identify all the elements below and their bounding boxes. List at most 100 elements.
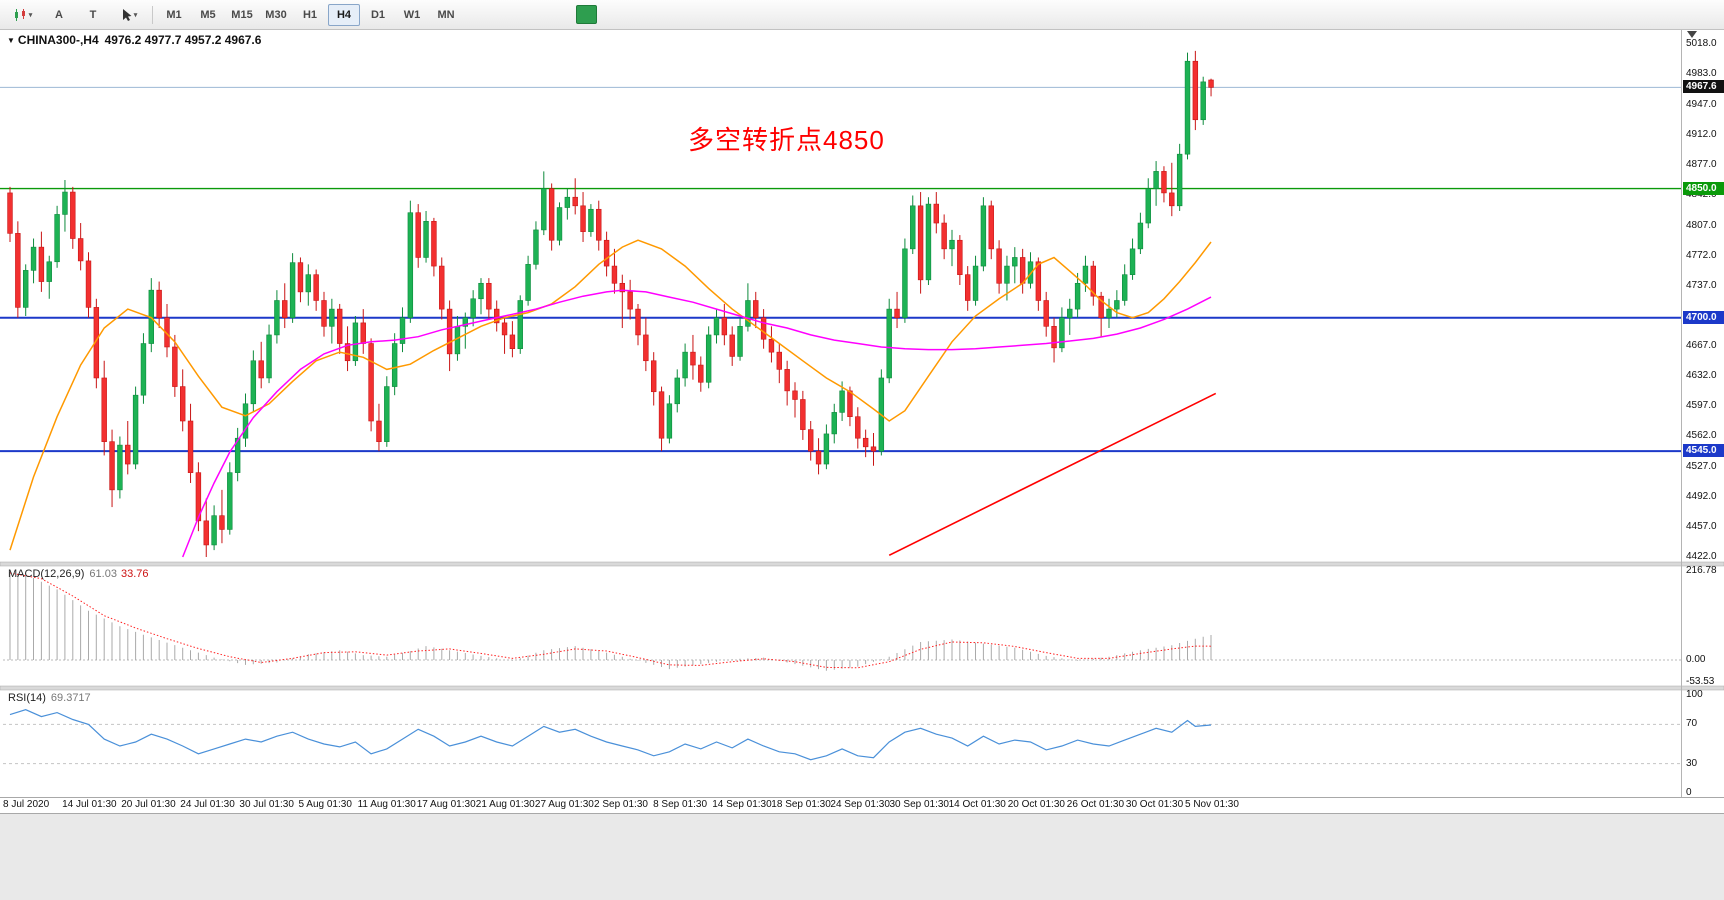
timeframe-toolbar: M1 M5 M15 M30 H1 H4 D1 W1 MN xyxy=(157,3,463,26)
trend-line[interactable] xyxy=(888,392,1217,556)
cursor-tool-button[interactable]: ▾ xyxy=(111,4,147,26)
candle xyxy=(1153,161,1159,206)
candle xyxy=(93,298,100,389)
candle xyxy=(902,238,908,323)
candle xyxy=(391,333,398,396)
candle xyxy=(1122,264,1128,306)
ma-fast-line xyxy=(9,239,1212,551)
candle xyxy=(250,350,257,413)
candle xyxy=(227,462,233,535)
candle xyxy=(203,498,209,557)
candle xyxy=(1012,247,1018,284)
chart-annotation-text[interactable]: 多空转折点4850 xyxy=(688,125,885,155)
candle xyxy=(886,298,892,384)
timeframe-button-m15[interactable]: M15 xyxy=(231,8,253,21)
timeframe-button-m1[interactable]: M1 xyxy=(166,8,182,21)
candle xyxy=(776,343,783,384)
candle xyxy=(870,433,877,466)
candle xyxy=(541,171,547,236)
candle xyxy=(234,427,241,482)
chart-type-menu-button[interactable]: ▾ xyxy=(5,4,41,26)
timeframe-button-h1[interactable]: H1 xyxy=(302,8,318,21)
candle xyxy=(274,290,280,344)
window-lower-area xyxy=(0,814,1724,900)
candle xyxy=(446,300,453,372)
candle xyxy=(431,217,437,277)
candle xyxy=(800,390,806,440)
candle xyxy=(352,315,359,366)
panel-divider[interactable] xyxy=(0,685,1724,691)
candle xyxy=(933,192,940,234)
candle xyxy=(462,312,468,349)
candle xyxy=(682,343,688,387)
candle xyxy=(1059,307,1065,353)
candle xyxy=(242,393,249,447)
candle xyxy=(862,429,869,458)
candle xyxy=(1176,143,1183,211)
candle xyxy=(1169,162,1175,217)
candle xyxy=(336,303,343,354)
label-tool-button[interactable]: T xyxy=(89,8,97,21)
candle xyxy=(831,403,837,444)
candle xyxy=(486,278,492,320)
candle xyxy=(125,421,131,475)
candle xyxy=(1161,166,1167,203)
candle xyxy=(603,231,610,277)
candle xyxy=(1067,298,1073,335)
candle xyxy=(1129,238,1136,280)
candle xyxy=(729,326,735,366)
candle xyxy=(1051,317,1057,363)
candle xyxy=(62,179,68,232)
candle xyxy=(85,252,92,318)
ma-slow-line xyxy=(182,289,1212,558)
candle xyxy=(15,221,21,318)
chart-shift-marker[interactable] xyxy=(1687,31,1697,38)
candle xyxy=(470,290,476,327)
candle xyxy=(674,369,680,413)
candle xyxy=(376,403,382,452)
candle xyxy=(596,200,602,251)
candle xyxy=(556,202,563,246)
text-tool-button[interactable]: A xyxy=(55,8,63,21)
green-indicator-button[interactable] xyxy=(576,5,597,24)
candles-layer xyxy=(7,50,1214,557)
candle xyxy=(478,278,484,315)
candle xyxy=(1192,50,1199,131)
candle xyxy=(917,192,924,294)
timeframe-button-w1[interactable]: W1 xyxy=(403,8,421,21)
candle xyxy=(187,403,194,483)
candle xyxy=(815,438,822,475)
timeframe-button-mn[interactable]: MN xyxy=(437,8,455,21)
timeframe-button-m5[interactable]: M5 xyxy=(200,8,216,21)
timeframe-button-m30[interactable]: M30 xyxy=(265,8,287,21)
candle xyxy=(54,205,60,268)
candle xyxy=(698,356,704,392)
candle xyxy=(925,197,932,286)
timeframe-button-h4[interactable]: H4 xyxy=(328,3,360,26)
timeframe-button-d1[interactable]: D1 xyxy=(370,8,386,21)
candle xyxy=(823,424,830,470)
candle xyxy=(117,436,123,499)
candle xyxy=(195,462,202,532)
candle xyxy=(690,334,696,380)
candle xyxy=(180,369,186,432)
candle xyxy=(533,221,539,270)
candle xyxy=(643,317,649,372)
candle xyxy=(305,264,311,306)
candlestick-chart-icon xyxy=(14,8,25,21)
candle xyxy=(46,255,52,299)
candle xyxy=(1137,212,1144,255)
candle xyxy=(7,186,13,242)
candle xyxy=(768,326,775,363)
candle xyxy=(282,283,288,329)
panel-divider[interactable] xyxy=(0,561,1724,567)
candle xyxy=(329,298,335,344)
rsi-line xyxy=(9,709,1212,761)
candle xyxy=(572,178,578,215)
candle xyxy=(792,382,798,418)
candle xyxy=(109,429,115,508)
macd-histogram xyxy=(9,571,1212,671)
candle xyxy=(1145,178,1151,229)
candle xyxy=(1200,76,1206,125)
